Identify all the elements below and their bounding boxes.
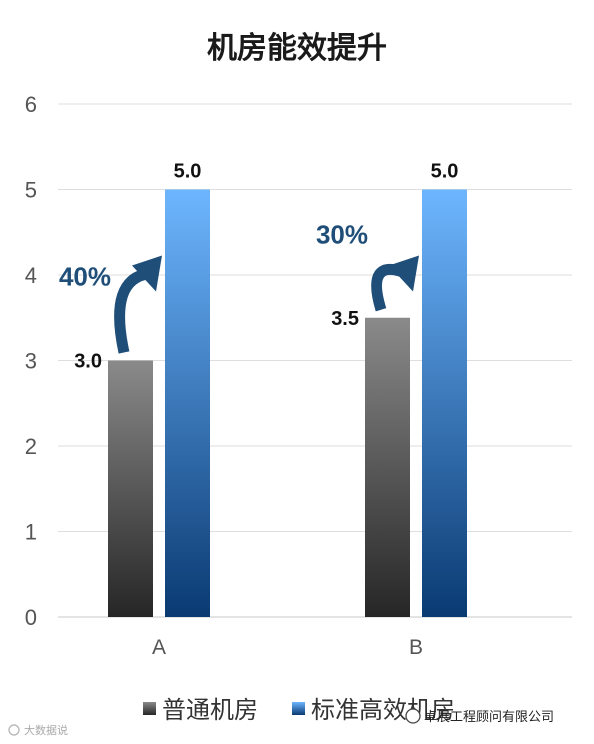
- x-tick-label: B: [409, 636, 423, 659]
- bar: [165, 189, 210, 617]
- x-tick-label: A: [152, 636, 166, 659]
- chart-title: 机房能效提升: [207, 31, 387, 66]
- wechat-icon: [405, 708, 421, 724]
- data-labels: 3.0 5.0 40% 3.5 5.0 30%: [59, 161, 458, 373]
- y-tick-label: 5: [25, 178, 37, 203]
- bars: [108, 189, 467, 617]
- legend: 普通机房 标准高效机房: [143, 696, 455, 724]
- bar: [108, 360, 153, 617]
- watermark-right-text: 卓展工程顾问有限公司: [424, 710, 554, 725]
- y-tick-label: 3: [25, 349, 37, 374]
- improvement-arrowhead: [389, 255, 419, 292]
- y-tick-label: 2: [25, 434, 37, 459]
- improvement-label: 30%: [316, 220, 368, 250]
- bar: [365, 317, 410, 617]
- bar-data-label: 3.5: [331, 308, 359, 330]
- y-axis-ticks: 0 1 2 3 4 5 6: [25, 92, 37, 630]
- legend-swatch-efficient: [292, 702, 305, 715]
- bar-data-label: 3.0: [74, 351, 102, 373]
- legend-swatch-normal: [143, 702, 156, 715]
- watermark-right: 卓展工程顾问有限公司: [405, 708, 554, 725]
- improvement-arrows: [114, 255, 419, 354]
- improvement-arrowhead: [132, 255, 162, 292]
- watermark-left: 大数据说: [8, 723, 68, 737]
- improvement-arrow: [114, 268, 151, 354]
- legend-label-normal: 普通机房: [162, 696, 258, 724]
- y-tick-label: 6: [25, 92, 37, 117]
- bar-data-label: 5.0: [431, 161, 459, 183]
- watermark-left-text: 大数据说: [24, 723, 68, 737]
- bar-data-label: 5.0: [174, 161, 202, 183]
- weibo-icon: [8, 724, 20, 736]
- y-tick-label: 0: [25, 605, 37, 630]
- bar: [422, 189, 467, 617]
- y-tick-label: 1: [25, 520, 37, 545]
- legend-label-efficient: 标准高效机房: [311, 696, 455, 724]
- improvement-label: 40%: [59, 262, 111, 292]
- y-tick-label: 4: [25, 263, 37, 288]
